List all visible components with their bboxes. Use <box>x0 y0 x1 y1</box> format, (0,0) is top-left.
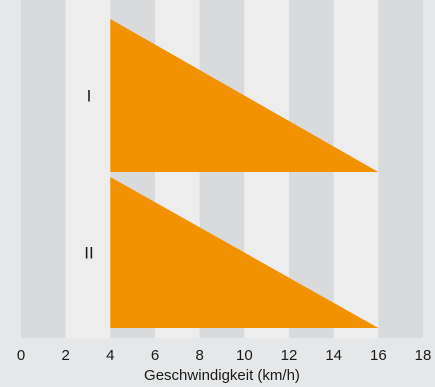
x-tick-label: 6 <box>151 347 159 364</box>
series-label-1: I <box>87 87 92 106</box>
x-tick-label: 0 <box>17 347 25 364</box>
band-margin-right <box>423 0 435 338</box>
x-tick-label: 2 <box>61 347 69 364</box>
x-tick-label: 10 <box>236 347 253 364</box>
grid-band <box>21 0 66 338</box>
series-triangle-2 <box>110 177 379 328</box>
grid-band <box>65 0 111 338</box>
x-tick-label: 18 <box>415 347 432 364</box>
x-tick-label: 14 <box>325 347 342 364</box>
band-margin-left <box>0 0 21 338</box>
x-axis-title: Geschwindigkeit (km/h) <box>144 367 300 384</box>
x-tick-label: 12 <box>281 347 298 364</box>
x-tick-label: 4 <box>106 347 114 364</box>
series-shapes <box>110 19 379 328</box>
x-axis-ticks: 0 2 4 6 8 10 12 14 16 18 <box>17 347 432 364</box>
series-labels: III <box>84 87 93 263</box>
x-tick-label: 16 <box>370 347 387 364</box>
series-triangle-1 <box>110 19 379 172</box>
series-label-2: II <box>84 244 93 263</box>
x-tick-label: 8 <box>195 347 203 364</box>
grid-band <box>378 0 423 338</box>
